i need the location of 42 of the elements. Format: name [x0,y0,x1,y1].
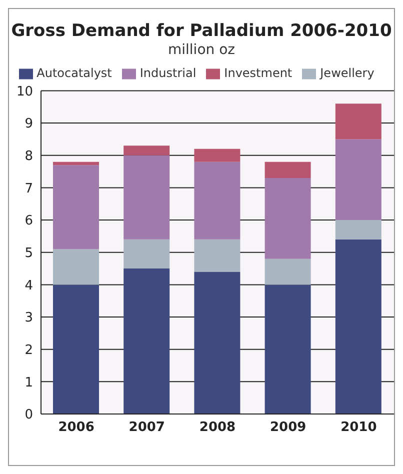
bar [264,258,311,285]
bar [335,239,382,414]
bar [53,284,99,414]
legend-label: Investment [224,66,292,80]
bar [194,239,240,272]
bar [124,239,170,269]
y-tick-label: 3 [24,310,33,326]
bar [335,220,382,240]
chart-title: Gross Demand for Palladium 2006-2010 [10,21,393,41]
y-tick-label: 2 [24,342,33,358]
y-tick-label: 0 [24,408,33,423]
y-tick-label: 9 [24,116,33,132]
bar [124,268,170,414]
y-tick-label: 7 [24,181,33,196]
bar [264,162,311,178]
y-tick-label: 1 [24,375,33,390]
chart-subtitle: million oz [167,42,236,58]
bar [194,272,240,414]
y-tick-label: 5 [24,246,33,261]
bar [124,146,170,156]
y-tick-label: 4 [24,278,33,294]
x-tick-label: 2007 [128,420,165,436]
bar [53,162,99,166]
bar [194,148,240,162]
x-tick-label: 2006 [58,420,94,436]
x-tick-label: 2008 [199,420,236,436]
x-tick-label: 2009 [270,420,306,436]
bar [264,178,311,259]
bar [194,162,240,240]
bar [335,104,382,140]
y-tick-label: 6 [24,214,33,229]
bar [335,139,382,220]
bar [264,284,311,414]
bar [53,249,99,285]
legend-label: Jewellery [320,66,374,80]
x-tick-label: 2010 [340,420,377,436]
bar [124,155,170,240]
y-tick-label: 10 [16,84,33,100]
bar [53,165,99,250]
legend-label: Autocatalyst [36,66,112,80]
legend-label: Industrial [140,66,196,80]
y-tick-label: 8 [24,148,33,164]
